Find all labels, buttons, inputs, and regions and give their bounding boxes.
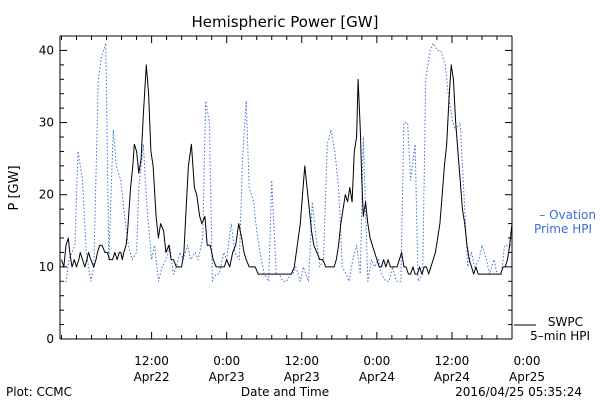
x-tick-label-date: Apr22 — [134, 370, 170, 384]
y-axis-label: P [GW] — [7, 165, 22, 210]
x-tick-label-date: Apr24 — [359, 370, 395, 384]
y-tick-label: 30 — [39, 116, 54, 130]
x-tick-label-time: 12:00 — [435, 354, 470, 368]
series-ovation-prime-line — [61, 42, 512, 282]
x-tick-label-time: 0:00 — [514, 354, 541, 368]
series-swpc-line — [61, 64, 513, 275]
x-tick-label-time: 0:00 — [213, 354, 240, 368]
plot-timestamp: 2016/04/25 05:35:24 — [455, 385, 582, 399]
y-tick-label: 10 — [39, 260, 54, 274]
legend-ovation-label-line1: – Ovation — [539, 208, 596, 222]
y-tick-label: 20 — [39, 188, 54, 202]
x-tick-label-time: 12:00 — [134, 354, 169, 368]
x-tick-label-date: Apr23 — [284, 370, 320, 384]
legend-swpc-label-line1: SWPC — [548, 315, 583, 329]
series-layer — [61, 42, 513, 282]
legend-swpc-label-line2: 5–min HPI — [530, 329, 590, 343]
legend-ovation-label-line2: Prime HPI — [534, 222, 592, 236]
y-tick-label: 40 — [39, 43, 54, 57]
plot-area — [59, 35, 513, 340]
x-tick-label-date: Apr23 — [209, 370, 245, 384]
chart-title: Hemispheric Power [GW] — [192, 13, 379, 31]
x-tick-label-date: Apr24 — [434, 370, 470, 384]
y-axis-ticks: 0 10 20 30 40 — [39, 35, 512, 346]
x-axis-label: Date and Time — [241, 385, 329, 399]
x-axis-ticks: 12:00 Apr22 0:00 Apr23 12:00 Apr23 0:00 Apr24 12… — [61, 36, 545, 384]
legend: – Ovation Prime HPI SWPC 5–min HPI — [514, 208, 596, 343]
plot-credit: Plot: CCMC — [6, 385, 72, 399]
y-tick-label: 0 — [46, 332, 54, 346]
x-tick-label-time: 0:00 — [363, 354, 390, 368]
x-tick-label-time: 12:00 — [284, 354, 319, 368]
x-tick-label-date: Apr25 — [509, 370, 545, 384]
